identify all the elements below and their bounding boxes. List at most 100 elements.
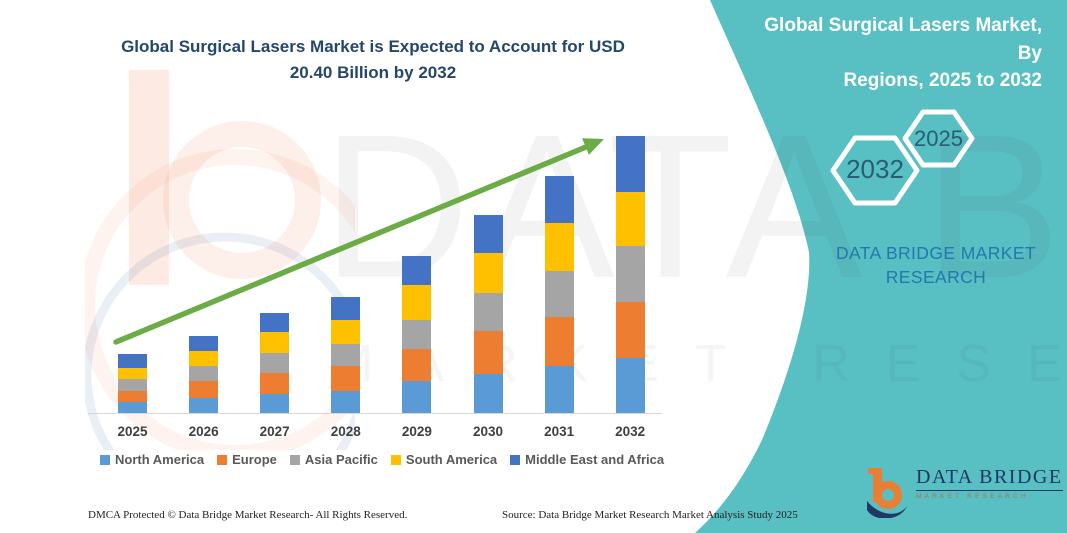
chart-title-line1: Global Surgical Lasers Market is Expecte… bbox=[121, 37, 625, 56]
watermark-market-research: MARKET RESEARCH bbox=[330, 335, 1067, 393]
bar-segment-asia-pacific bbox=[473, 292, 503, 331]
bar-segment-south-america bbox=[473, 253, 503, 293]
bar-segment-north-america bbox=[331, 390, 361, 414]
panel-title-line1: Global Surgical Lasers Market, By bbox=[764, 15, 1042, 64]
bar-segment-south-america bbox=[544, 223, 574, 271]
x-axis-label-2031: 2031 bbox=[544, 424, 575, 439]
bar-segment-north-america bbox=[544, 366, 574, 414]
stacked-bar-2027 bbox=[260, 313, 290, 414]
bar-segment-north-america bbox=[615, 358, 645, 414]
bar-segment-south-america bbox=[260, 332, 290, 353]
bar-segment-north-america bbox=[402, 381, 432, 414]
logo-subtitle: MARKET RESEARCH bbox=[916, 490, 1063, 500]
legend-label-europe: Europe bbox=[232, 452, 277, 467]
x-axis-label-2027: 2027 bbox=[259, 424, 290, 439]
logo-b-stem bbox=[873, 468, 882, 502]
stacked-bar-2030 bbox=[473, 215, 503, 414]
x-axis-label-2028: 2028 bbox=[330, 424, 361, 439]
hexagon-2025-label: 2025 bbox=[914, 126, 963, 151]
legend-item-south-america: South America bbox=[390, 452, 498, 467]
bar-segment-south-america bbox=[118, 367, 147, 379]
bar-segment-europe bbox=[189, 381, 219, 398]
bar-segment-north-america bbox=[118, 401, 147, 414]
x-axis-label-2025: 2025 bbox=[117, 424, 148, 439]
x-axis-line bbox=[88, 413, 662, 414]
legend-item-middle-east-and-africa: Middle East and Africa bbox=[510, 452, 664, 467]
x-axis-label-2030: 2030 bbox=[472, 424, 504, 439]
bar-segment-europe bbox=[544, 317, 574, 367]
stacked-bar-2028 bbox=[331, 296, 361, 414]
chart-title-line2: 20.40 Billion by 2032 bbox=[289, 62, 457, 82]
hexagon-2032 bbox=[830, 135, 920, 206]
panel-title: Global Surgical Lasers Market, By Region… bbox=[758, 12, 1042, 95]
bar-segment-middle-east-and-africa bbox=[615, 136, 645, 192]
legend-label-north-america: North America bbox=[115, 452, 205, 467]
bar-segment-asia-pacific bbox=[331, 344, 361, 367]
data-bridge-logo: DATA BRIDGE MARKET RESEARCH bbox=[866, 466, 1063, 518]
bar-segment-asia-pacific bbox=[544, 270, 574, 318]
trend-arrow-line bbox=[113, 144, 589, 345]
hexagon-2025 bbox=[902, 109, 975, 168]
bar-segment-europe bbox=[331, 366, 361, 391]
stacked-bar-2026 bbox=[189, 336, 219, 414]
logo-b-bowl bbox=[874, 481, 902, 509]
bar-segment-europe bbox=[260, 373, 290, 394]
panel-brand-text: DATA BRIDGE MARKET RESEARCH bbox=[806, 242, 1066, 289]
bar-segment-middle-east-and-africa bbox=[402, 255, 432, 285]
bar-segment-south-america bbox=[402, 284, 432, 320]
bar-segment-asia-pacific bbox=[260, 352, 290, 374]
bar-segment-asia-pacific bbox=[402, 319, 432, 349]
bar-segment-south-america bbox=[615, 191, 645, 247]
legend-item-asia-pacific: Asia Pacific bbox=[289, 452, 378, 467]
legend-swatch-europe bbox=[217, 454, 228, 465]
legend-item-europe: Europe bbox=[217, 452, 277, 467]
legend-swatch-asia-pacific bbox=[289, 454, 300, 465]
bar-segment-middle-east-and-africa bbox=[189, 336, 219, 352]
bar-segment-asia-pacific bbox=[189, 366, 219, 382]
x-axis-label-2026: 2026 bbox=[188, 424, 219, 439]
legend-item-north-america: North America bbox=[100, 452, 204, 467]
bar-segment-middle-east-and-africa bbox=[473, 215, 503, 254]
bar-segment-europe bbox=[402, 348, 432, 382]
hexagons-graphic bbox=[830, 109, 975, 206]
legend-swatch-north-america bbox=[100, 454, 110, 465]
teal-panel-path bbox=[695, 0, 1067, 533]
x-axis-label-2029: 2029 bbox=[401, 424, 432, 439]
chart-title: Global Surgical Lasers Market is Expecte… bbox=[90, 34, 656, 85]
legend-swatch-middle-east-and-africa bbox=[510, 454, 521, 465]
legend-swatch-south-america bbox=[390, 454, 401, 465]
logo-text: DATA BRIDGE MARKET RESEARCH bbox=[916, 466, 1063, 500]
legend-label-south-america: South America bbox=[405, 452, 498, 467]
bar-segment-north-america bbox=[260, 393, 290, 414]
stacked-bar-2029 bbox=[402, 255, 432, 414]
footer-source-text: Source: Data Bridge Market Research Mark… bbox=[502, 509, 798, 521]
panel-brand-line2: RESEARCH bbox=[885, 266, 987, 287]
bar-segment-middle-east-and-africa bbox=[331, 296, 361, 320]
bar-segment-middle-east-and-africa bbox=[260, 313, 290, 333]
b-watermark-swoosh-ring bbox=[85, 232, 355, 450]
stacked-bar-2031 bbox=[544, 175, 574, 414]
trend-arrow-head bbox=[582, 138, 604, 155]
bar-segment-north-america bbox=[473, 374, 503, 414]
bar-segment-north-america bbox=[189, 397, 219, 414]
hexagon-2032-label: 2032 bbox=[846, 154, 904, 184]
legend-label-middle-east-and-africa: Middle East and Africa bbox=[525, 452, 665, 467]
panel-title-line2: Regions, 2025 to 2032 bbox=[843, 70, 1042, 92]
legend-label-asia-pacific: Asia Pacific bbox=[304, 452, 378, 467]
footer-dmca-text: DMCA Protected © Data Bridge Market Rese… bbox=[88, 509, 408, 521]
x-axis-label-2032: 2032 bbox=[615, 424, 646, 439]
b-watermark-stem bbox=[129, 70, 169, 285]
bar-segment-europe bbox=[118, 390, 147, 402]
bar-segment-asia-pacific bbox=[118, 378, 147, 391]
bar-segment-middle-east-and-africa bbox=[544, 175, 574, 224]
stacked-bar-2025 bbox=[118, 354, 147, 414]
panel-brand-line1: DATA BRIDGE MARKET bbox=[835, 243, 1037, 263]
b-watermark-outer-ring bbox=[85, 149, 355, 450]
logo-b-serif bbox=[868, 468, 882, 474]
legend: North America Europe Asia Pacific South Ame… bbox=[100, 452, 664, 467]
stacked-bar-2032 bbox=[615, 136, 645, 414]
bar-segment-middle-east-and-africa bbox=[118, 354, 147, 368]
bar-segment-europe bbox=[615, 302, 645, 359]
bar-segment-asia-pacific bbox=[615, 246, 645, 303]
